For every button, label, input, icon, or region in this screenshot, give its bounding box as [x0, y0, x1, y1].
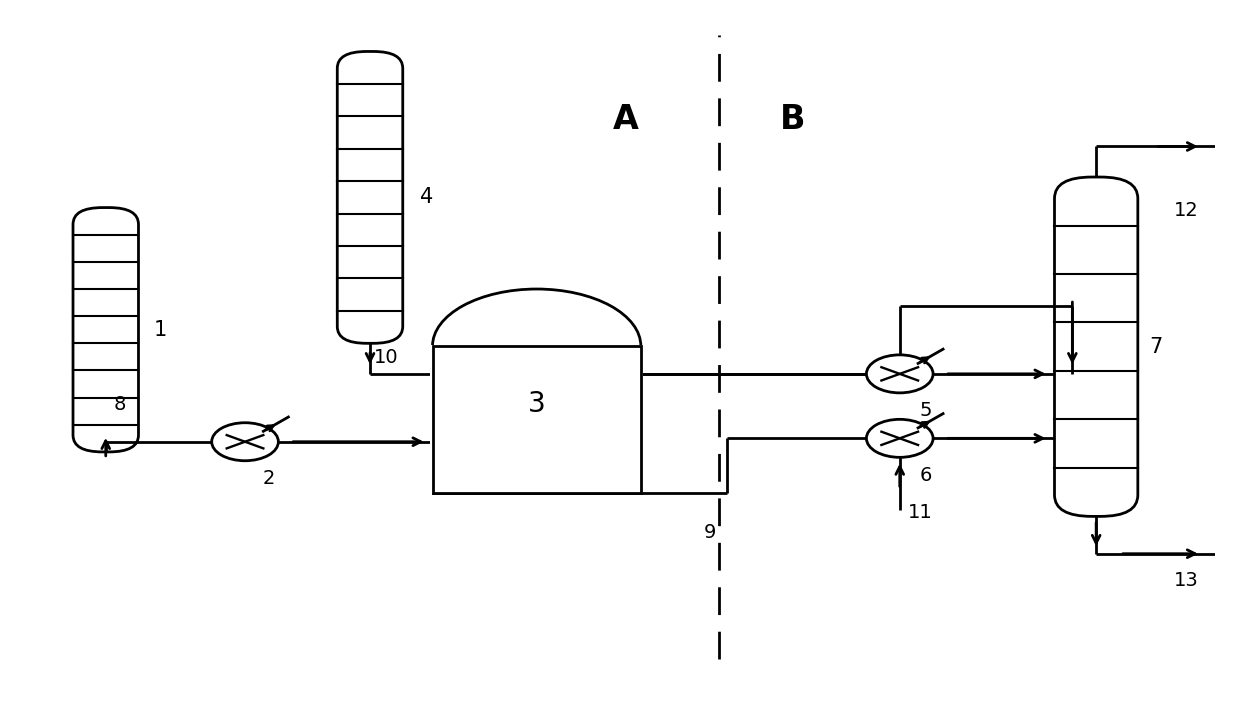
Text: 11: 11 [908, 503, 932, 522]
Bar [430, 345, 644, 493]
FancyBboxPatch shape [337, 52, 403, 344]
Circle shape [212, 423, 278, 461]
Circle shape [867, 419, 932, 457]
Circle shape [867, 355, 932, 393]
FancyBboxPatch shape [73, 208, 139, 452]
Text: 9: 9 [703, 523, 715, 542]
Text: B: B [780, 103, 805, 136]
Text: 12: 12 [1173, 201, 1198, 221]
Text: 2: 2 [263, 469, 275, 488]
Text: 10: 10 [373, 348, 398, 367]
Bar [433, 346, 641, 493]
Text: 6: 6 [920, 466, 932, 485]
Ellipse shape [433, 289, 641, 403]
Text: 3: 3 [528, 390, 546, 419]
Text: 1: 1 [154, 320, 166, 340]
FancyBboxPatch shape [1054, 177, 1138, 516]
Text: 7: 7 [1149, 337, 1163, 357]
Text: 13: 13 [1173, 571, 1198, 590]
Text: 8: 8 [114, 395, 126, 414]
Text: A: A [613, 103, 639, 136]
Text: 4: 4 [420, 187, 433, 207]
Text: 5: 5 [920, 401, 932, 420]
Bar [433, 346, 641, 493]
